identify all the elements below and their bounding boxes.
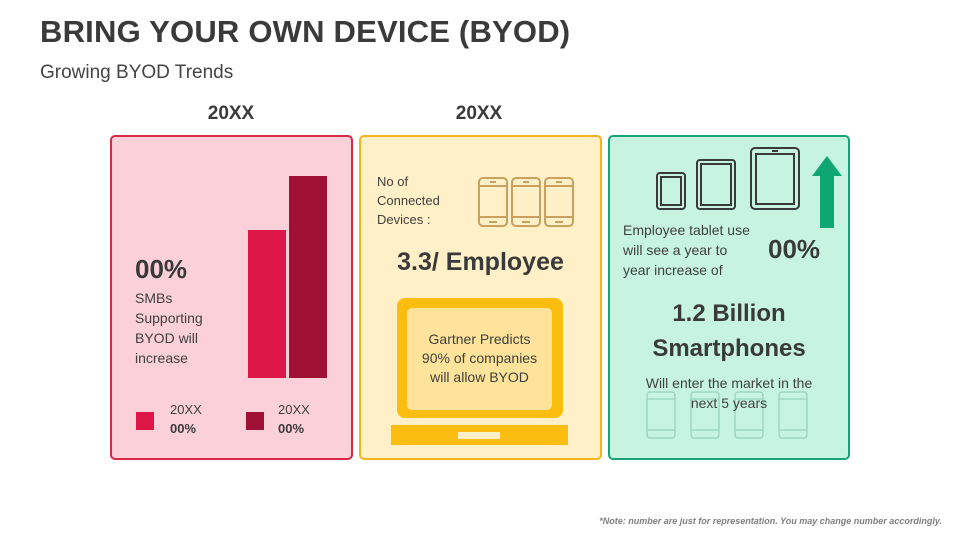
laptop-text-line: Gartner Predicts bbox=[428, 331, 531, 347]
laptop-text: Gartner Predicts 90% of companies will a… bbox=[407, 330, 552, 387]
phone-icon bbox=[544, 177, 574, 227]
smartphones-footer-line: Will enter the market in the bbox=[645, 375, 813, 391]
tablet-icon-medium bbox=[696, 159, 736, 210]
smb-percent: 00% bbox=[135, 254, 188, 284]
laptop-notch bbox=[458, 432, 500, 439]
legend-swatch-2 bbox=[246, 412, 264, 430]
smartphones-icon-group bbox=[646, 391, 808, 439]
legend-swatch-1 bbox=[136, 412, 154, 430]
tablet-description-line: will see a year to bbox=[623, 242, 728, 258]
tablet-description-line: year increase of bbox=[623, 262, 723, 278]
devices-label-line: Devices : bbox=[377, 212, 431, 227]
smb-description-line: increase bbox=[135, 350, 188, 366]
legend-value-2: 00% bbox=[278, 421, 305, 436]
legend-value-1: 00% bbox=[170, 421, 197, 436]
devices-label-line: No of bbox=[377, 174, 409, 189]
laptop-text-line: will allow BYOD bbox=[430, 369, 529, 385]
smartphones-headline-line: Smartphones bbox=[652, 335, 806, 362]
smartphone-icon bbox=[690, 391, 720, 439]
tablet-icon-large bbox=[750, 147, 800, 210]
year-label-1: 20XX bbox=[207, 103, 255, 124]
laptop-screen bbox=[407, 308, 552, 410]
phone-icon bbox=[478, 177, 508, 227]
smb-description-line: BYOD will bbox=[135, 330, 199, 346]
bar-year-2 bbox=[289, 176, 327, 378]
smartphones-headline: 1.2 Billion Smartphones bbox=[608, 296, 850, 366]
smartphone-icon bbox=[646, 391, 676, 439]
bar-year-1 bbox=[248, 230, 286, 378]
smb-description-line: Supporting bbox=[135, 310, 203, 326]
up-arrow-icon bbox=[812, 156, 842, 228]
smartphones-headline-line: 1.2 Billion bbox=[672, 300, 786, 327]
tablet-percent: 00% bbox=[768, 234, 821, 264]
legend-year-2: 20XX bbox=[278, 402, 310, 417]
smartphone-icon bbox=[778, 391, 808, 439]
smartphones-footer-line: next 5 years bbox=[690, 395, 768, 411]
tablets-icon-group bbox=[656, 147, 800, 210]
laptop-text-line: 90% of companies bbox=[421, 350, 538, 366]
page-subtitle: Growing BYOD Trends bbox=[40, 62, 234, 83]
smb-description-line: SMBs bbox=[135, 290, 173, 306]
devices-label: No of Connected Devices : bbox=[377, 172, 440, 229]
phone-icon bbox=[511, 177, 541, 227]
page-title: BRING YOUR OWN DEVICE (BYOD) bbox=[40, 14, 571, 49]
tablet-description-line: Employee tablet use bbox=[623, 222, 750, 238]
smartphones-footer: Will enter the market in the next 5 year… bbox=[608, 373, 850, 413]
year-label-2: 20XX bbox=[455, 103, 503, 124]
footnote: *Note: number are just for representatio… bbox=[599, 516, 942, 526]
legend-year-1: 20XX bbox=[170, 402, 202, 417]
tablets-panel bbox=[608, 135, 850, 460]
smb-description: SMBs Supporting BYOD will increase bbox=[135, 288, 203, 368]
devices-per-employee: 3.3/ Employee bbox=[397, 248, 564, 276]
phones-icon-group bbox=[478, 177, 574, 227]
tablet-icon-small bbox=[656, 172, 686, 210]
smartphone-icon bbox=[734, 391, 764, 439]
devices-label-line: Connected bbox=[377, 193, 440, 208]
tablet-description: Employee tablet use will see a year to y… bbox=[623, 220, 750, 280]
